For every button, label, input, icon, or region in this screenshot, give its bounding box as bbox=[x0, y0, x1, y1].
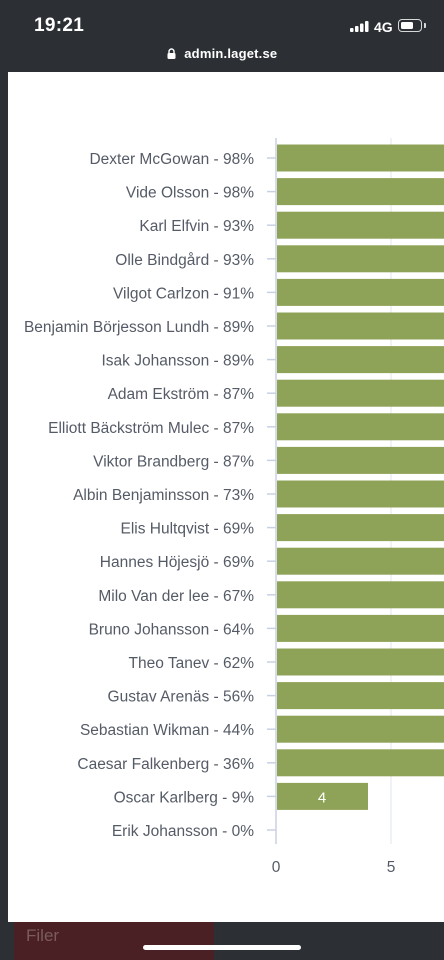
bar bbox=[277, 446, 444, 474]
y-tick-label: Dexter McGowan - 98% bbox=[89, 151, 254, 168]
status-time: 19:21 bbox=[34, 15, 85, 36]
x-tick-label: 5 bbox=[387, 859, 396, 876]
bar bbox=[277, 682, 444, 710]
attendance-bar-chart: Dexter McGowan - 98% Vide Olsson - 98% Kar… bbox=[24, 138, 444, 876]
y-tick-label: Oscar Karlberg - 9% bbox=[114, 789, 255, 806]
y-tick-label: Caesar Falkenberg - 36% bbox=[77, 756, 254, 773]
y-tick-label: Olle Bindgård - 93% bbox=[115, 252, 254, 269]
bar bbox=[277, 514, 444, 542]
y-tick-label: Benjamin Börjesson Lundh - 89% bbox=[24, 319, 254, 336]
y-tick-label: Theo Tanev - 62% bbox=[128, 655, 254, 672]
bar bbox=[277, 648, 444, 676]
bar bbox=[277, 749, 444, 777]
y-tick-label: Hannes Höjesjö - 69% bbox=[100, 554, 254, 571]
browser-url-bar[interactable]: admin.laget.se bbox=[0, 46, 444, 72]
bar bbox=[277, 178, 444, 206]
filter-button[interactable]: Filer bbox=[14, 922, 214, 960]
lock-icon bbox=[167, 48, 176, 59]
bar bbox=[277, 379, 444, 407]
home-indicator bbox=[143, 945, 301, 950]
bar bbox=[277, 715, 444, 743]
bar bbox=[277, 312, 444, 340]
y-tick-label: Milo Van der lee - 67% bbox=[98, 588, 254, 605]
bar bbox=[277, 278, 444, 306]
y-tick-label: Sebastian Wikman - 44% bbox=[80, 722, 254, 739]
y-tick-label: Vilgot Carlzon - 91% bbox=[113, 285, 254, 302]
y-tick-label: Bruno Johansson - 64% bbox=[89, 621, 255, 638]
signal-bars-icon bbox=[350, 21, 369, 32]
bar bbox=[277, 245, 444, 273]
y-tick-label: Adam Ekström - 87% bbox=[108, 386, 255, 403]
bar bbox=[277, 480, 444, 508]
bar bbox=[277, 144, 444, 172]
network-type: 4G bbox=[374, 19, 393, 35]
bar bbox=[277, 211, 444, 239]
url-text: admin.laget.se bbox=[184, 46, 278, 61]
bar bbox=[277, 547, 444, 575]
x-tick-label: 0 bbox=[272, 859, 281, 876]
y-tick-label: Isak Johansson - 89% bbox=[101, 353, 254, 370]
bar bbox=[277, 614, 444, 642]
y-tick-label: Karl Elfvin - 93% bbox=[139, 218, 254, 235]
battery-icon bbox=[398, 19, 422, 32]
page-content: Dexter McGowan - 98% Vide Olsson - 98% Kar… bbox=[8, 72, 444, 922]
y-tick-label: Albin Benjaminsson - 73% bbox=[73, 487, 254, 504]
y-tick-label: Viktor Brandberg - 87% bbox=[93, 453, 254, 470]
status-bar: 19:21 4G bbox=[0, 0, 444, 46]
battery-cap bbox=[424, 23, 426, 28]
y-tick-label: Erik Johansson - 0% bbox=[112, 823, 254, 840]
y-tick-label: Elis Hultqvist - 69% bbox=[120, 521, 254, 538]
bar bbox=[277, 413, 444, 441]
y-tick-label: Gustav Arenäs - 56% bbox=[108, 689, 255, 706]
bar bbox=[277, 581, 444, 609]
y-tick-label: Vide Olsson - 98% bbox=[126, 185, 254, 202]
bar bbox=[277, 346, 444, 374]
y-tick-label: Elliott Bäckström Mulec - 87% bbox=[48, 420, 254, 437]
bar bbox=[277, 782, 368, 810]
bar-data-label: 4 bbox=[318, 789, 326, 806]
